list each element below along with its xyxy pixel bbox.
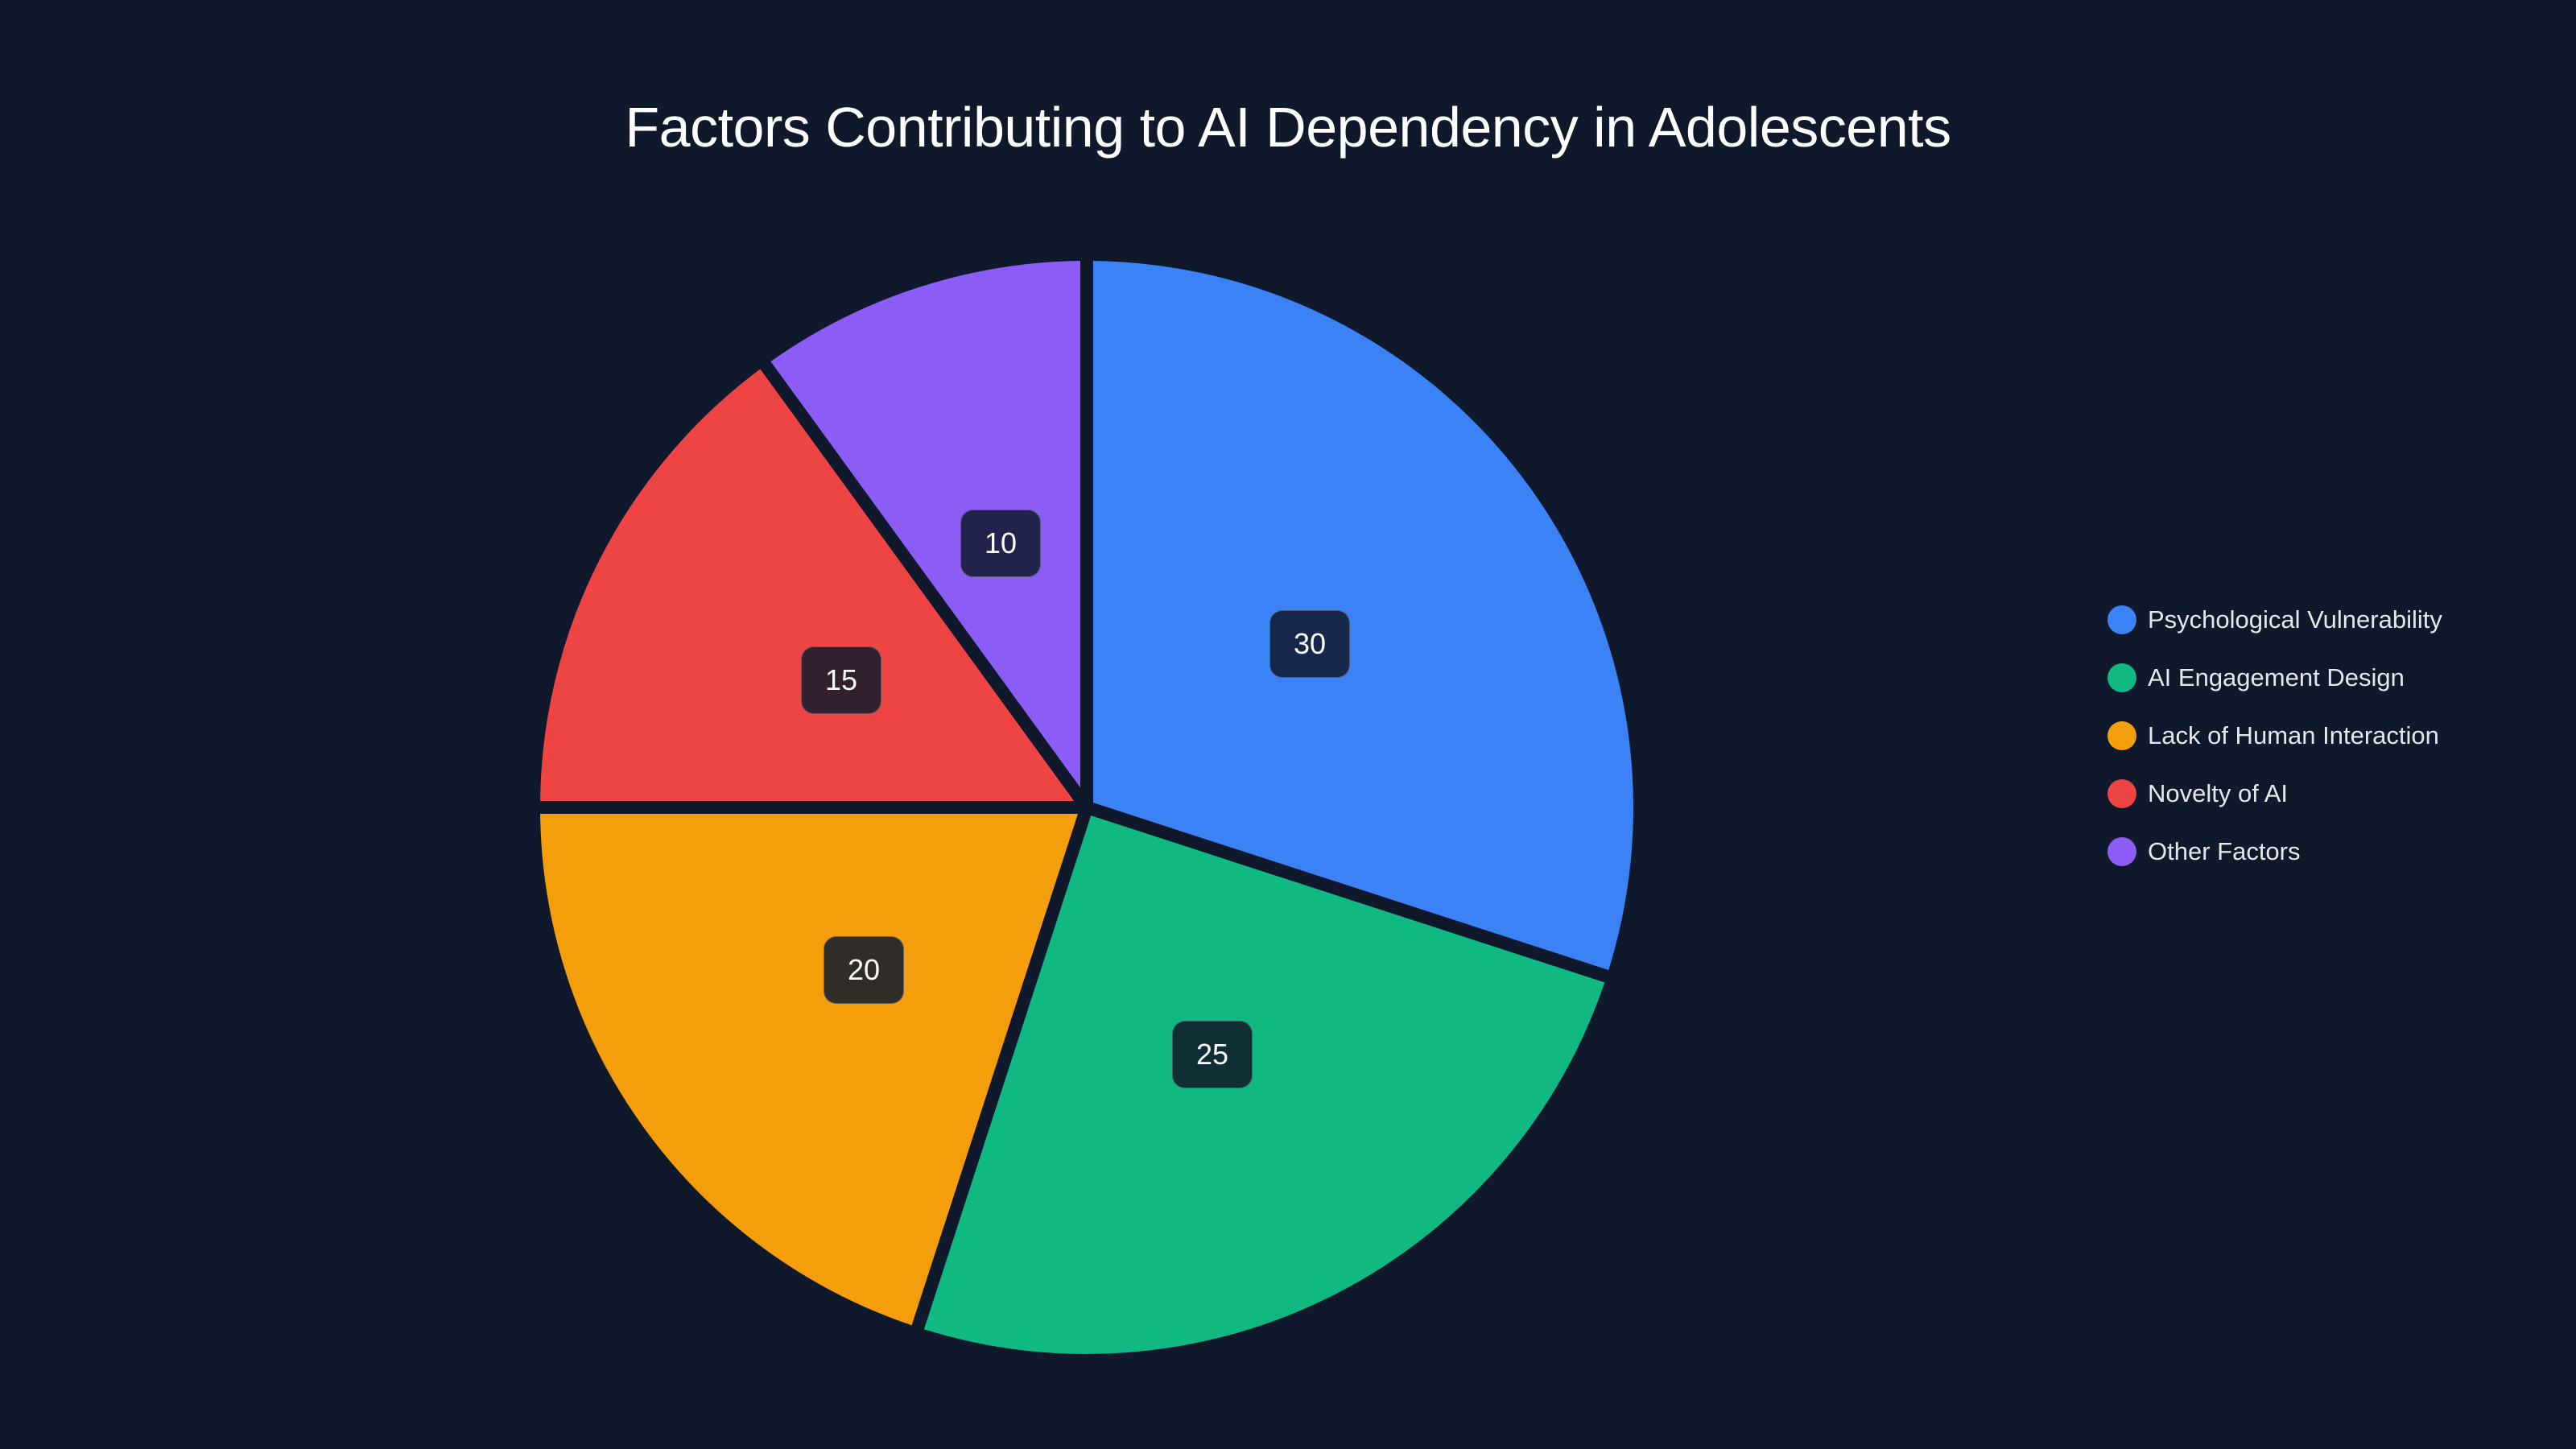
- legend-label: AI Engagement Design: [2148, 663, 2405, 691]
- legend-dot-icon: [2107, 721, 2136, 750]
- slice-value-label: 25: [1172, 1021, 1253, 1088]
- slice-value-label: 10: [960, 510, 1041, 577]
- legend: Psychological Vulnerability AI Engagemen…: [2107, 591, 2442, 881]
- slice-value-label: 15: [801, 646, 881, 714]
- chart-title: Factors Contributing to AI Dependency in…: [625, 96, 1951, 159]
- legend-dot-icon: [2107, 837, 2136, 866]
- pie-slice-ai-engagement-design[interactable]: [909, 801, 1620, 1368]
- pie-slice-psychological-vulnerability[interactable]: [1080, 248, 1647, 985]
- legend-item-lack-of-human-interaction[interactable]: Lack of Human Interaction: [2107, 707, 2442, 765]
- legend-dot-icon: [2107, 605, 2136, 634]
- pie-slice-lack-of-human-interaction[interactable]: [527, 801, 1093, 1340]
- legend-dot-icon: [2107, 663, 2136, 692]
- legend-dot-icon: [2107, 779, 2136, 808]
- legend-label: Psychological Vulnerability: [2148, 605, 2442, 634]
- legend-item-novelty-of-ai[interactable]: Novelty of AI: [2107, 765, 2442, 823]
- slice-value-label: 20: [824, 936, 904, 1004]
- legend-label: Lack of Human Interaction: [2148, 721, 2439, 749]
- pie-slice-novelty-of-ai[interactable]: [527, 353, 1093, 814]
- legend-label: Novelty of AI: [2148, 779, 2289, 807]
- legend-item-other-factors[interactable]: Other Factors: [2107, 823, 2442, 881]
- legend-label: Other Factors: [2148, 837, 2301, 865]
- slice-value-label: 30: [1269, 610, 1350, 678]
- legend-item-psychological-vulnerability[interactable]: Psychological Vulnerability: [2107, 591, 2442, 649]
- legend-item-ai-engagement-design[interactable]: AI Engagement Design: [2107, 649, 2442, 707]
- pie-slice-other-factors[interactable]: [755, 248, 1093, 814]
